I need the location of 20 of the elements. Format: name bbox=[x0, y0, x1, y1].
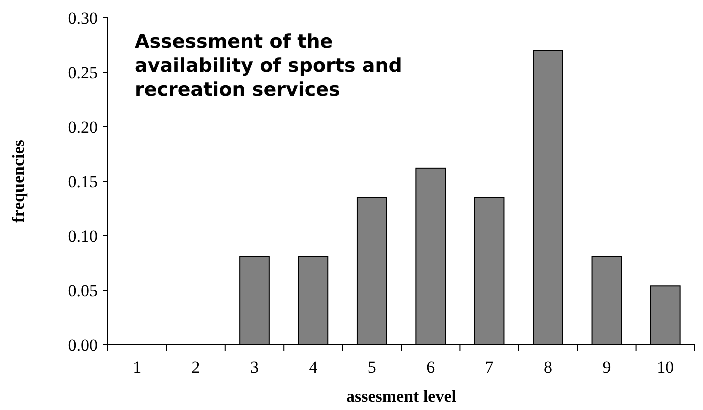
y-tick-label: 0.30 bbox=[68, 8, 98, 28]
x-tick-label: 3 bbox=[250, 358, 259, 377]
x-tick-label: 4 bbox=[309, 358, 318, 377]
x-tick-label: 10 bbox=[657, 358, 674, 377]
y-axis-title: frequencies bbox=[9, 140, 28, 223]
x-tick-label: 6 bbox=[426, 358, 436, 377]
x-tick-label: 5 bbox=[368, 358, 376, 377]
x-tick-label: 9 bbox=[602, 358, 612, 377]
y-tick-label: 0.25 bbox=[68, 63, 98, 82]
x-tick-label: 8 bbox=[544, 358, 552, 377]
y-tick-label: 0.05 bbox=[68, 281, 98, 300]
y-tick-label: 0.15 bbox=[68, 172, 98, 192]
y-tick-label: 0.00 bbox=[68, 336, 98, 355]
x-tick-label: 2 bbox=[192, 358, 200, 377]
text: Assessment of the availability of sports and recreation services bbox=[135, 31, 402, 101]
x-tick-label: 1 bbox=[133, 358, 142, 377]
y-tick-label: 0.10 bbox=[68, 226, 98, 246]
x-axis-title: assesment level bbox=[346, 387, 457, 406]
y-tick-label: 0.20 bbox=[68, 118, 98, 137]
x-tick-label: 7 bbox=[485, 358, 494, 377]
